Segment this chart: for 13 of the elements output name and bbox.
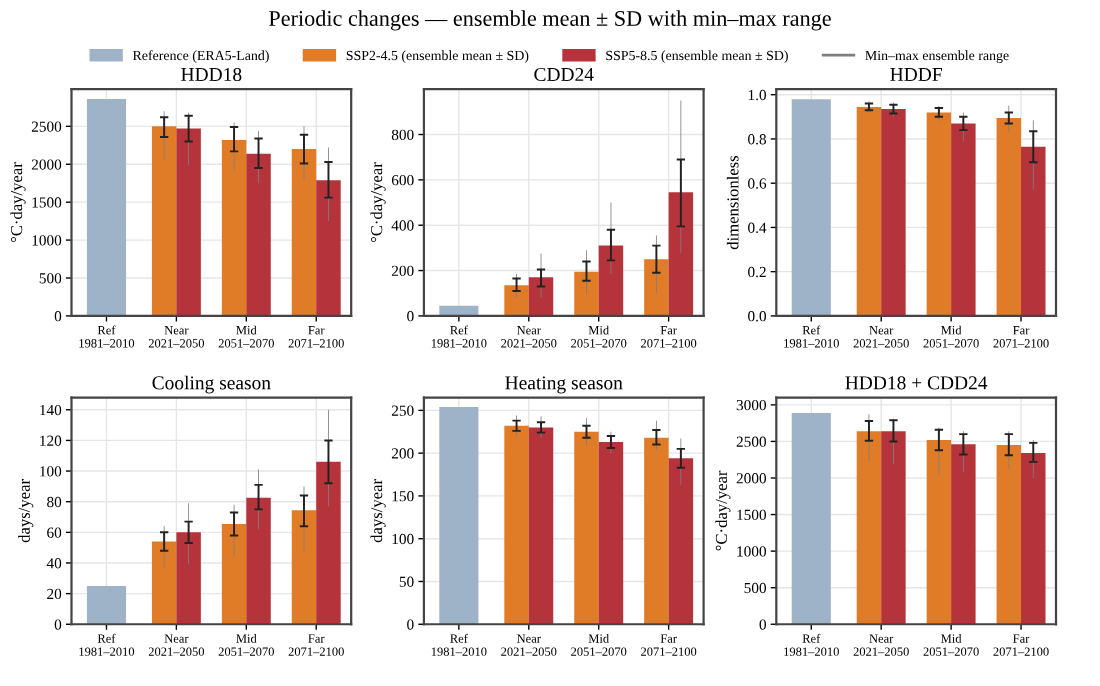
y-axis-title: days/year [370, 479, 386, 543]
text: Periodic changes — ensemble mean ± SD with min–max range [268, 10, 831, 31]
chart-title: Cooling season [152, 375, 271, 394]
chart-title: HDD18 + CDD24 [845, 376, 988, 390]
y-axis-title: °C·day/year [715, 470, 731, 551]
y-axis-title: dimensionless [726, 155, 739, 250]
y-axis-title: °C·day/year [370, 162, 386, 243]
chart-title: Heating season [505, 376, 623, 394]
chart-title: CDD24 [534, 67, 594, 82]
chart-title: HDD18 [181, 67, 242, 82]
y-axis-title: days/year [18, 479, 34, 543]
y-axis-title: °C·day/year [10, 162, 26, 243]
chart-title: HDDF [890, 68, 942, 81]
